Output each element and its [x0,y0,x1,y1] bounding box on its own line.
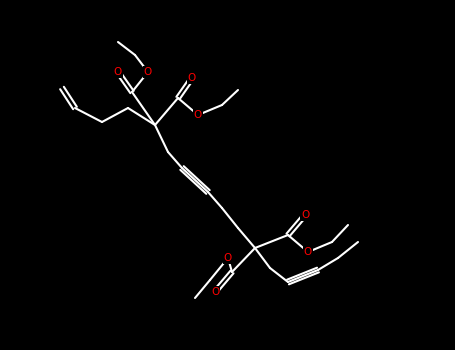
Text: O: O [224,253,232,263]
Text: O: O [304,247,312,257]
Text: O: O [114,67,122,77]
Text: O: O [188,73,196,83]
Text: O: O [301,210,309,220]
Text: O: O [194,110,202,120]
Text: O: O [144,67,152,77]
Text: O: O [211,287,219,297]
